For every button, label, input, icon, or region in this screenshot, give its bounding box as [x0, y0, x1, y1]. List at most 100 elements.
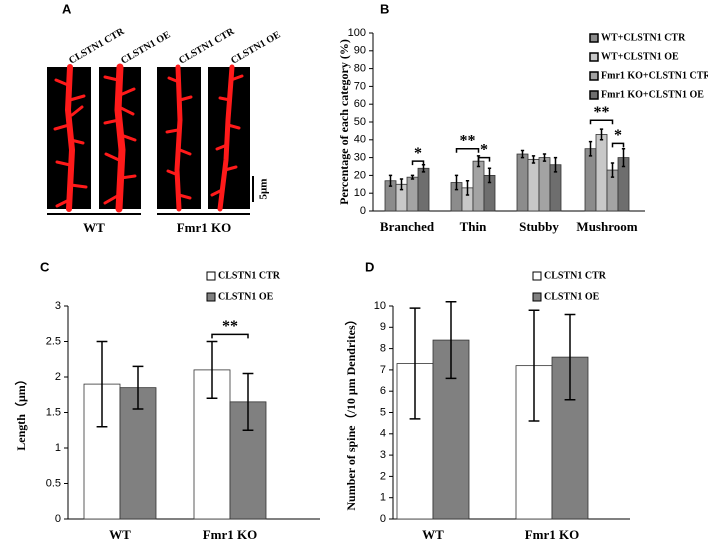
panel-label: B — [380, 1, 389, 16]
y-tick-label: 2.5 — [46, 335, 61, 347]
x-tick-label: Branched — [380, 219, 435, 234]
y-tick-label: 9 — [380, 321, 386, 333]
legend-swatch — [589, 52, 599, 62]
bar — [584, 148, 597, 212]
error-bar — [588, 140, 593, 157]
y-tick-label: 70 — [354, 80, 366, 92]
x-tick-label: Thin — [460, 219, 488, 234]
error-bar — [445, 300, 457, 380]
y-tick-label: 8 — [380, 343, 386, 355]
legend-label: Fmr1 KO+CLSTN1 OE — [601, 89, 704, 100]
panel-a: A CLSTN1 CTR CLSTN1 OE CLSTN1 CTR CLSTN1… — [47, 1, 283, 235]
group-label: Fmr1 KO — [177, 220, 232, 235]
significance-label: * — [480, 141, 488, 158]
error-bar — [542, 153, 547, 162]
x-tick-label: Mushroom — [576, 219, 637, 234]
legend-label: CLSTN1 OE — [544, 291, 600, 302]
y-tick-label: 90 — [354, 45, 366, 57]
x-tick-label: WT — [422, 527, 444, 541]
error-bar — [610, 162, 615, 178]
y-tick-label: 4 — [380, 428, 386, 440]
y-tick-label: 80 — [354, 63, 366, 75]
legend-swatch — [532, 271, 542, 281]
significance-label: * — [614, 127, 622, 144]
significance-bracket — [611, 142, 625, 148]
significance-bracket — [477, 156, 491, 162]
error-bar — [564, 313, 576, 401]
bar — [595, 134, 608, 212]
column-label: CLSTN1 OE — [229, 29, 283, 66]
error-bar — [454, 174, 459, 191]
bar — [538, 157, 551, 212]
error-bar — [487, 167, 492, 184]
y-tick-label: 3 — [380, 449, 386, 461]
panel-label: A — [62, 1, 72, 16]
error-bar — [409, 307, 421, 420]
legend-swatch — [532, 292, 542, 302]
panel-label: C — [40, 259, 50, 274]
significance-label: ** — [222, 318, 238, 335]
y-tick-label: 6 — [380, 385, 386, 397]
legend-label: WT+CLSTN1 CTR — [601, 32, 686, 43]
y-tick-label: 30 — [354, 152, 366, 164]
panel-label: D — [365, 259, 374, 274]
bar — [516, 153, 529, 212]
y-axis-title: Length（μm） — [13, 373, 28, 450]
error-bar — [531, 155, 536, 164]
significance-label: * — [414, 145, 422, 162]
y-tick-label: 20 — [354, 169, 366, 181]
significance-bracket — [211, 333, 249, 339]
bar — [472, 160, 485, 212]
y-tick-label: 10 — [354, 187, 366, 199]
dendrites — [53, 63, 244, 213]
y-tick-label: 1 — [55, 442, 61, 454]
y-axis-title: Number of spine（/10 μm Dendrites） — [343, 313, 358, 510]
significance-bracket — [411, 160, 425, 166]
x-tick-label: Fmr1 KO — [203, 527, 258, 541]
y-tick-label: 1.5 — [46, 406, 61, 418]
legend-swatch — [589, 33, 599, 43]
y-tick-label: 7 — [380, 364, 386, 376]
y-tick-label: 5 — [380, 406, 386, 418]
error-bar — [520, 149, 525, 159]
y-tick-label: 3 — [55, 300, 61, 312]
bar — [527, 158, 540, 212]
legend-swatch — [589, 90, 599, 100]
error-bar — [388, 174, 393, 187]
legend-label: CLSTN1 CTR — [218, 270, 281, 281]
error-bar — [465, 179, 470, 196]
legend-label: CLSTN1 OE — [218, 291, 274, 302]
y-tick-label: 0 — [360, 205, 366, 217]
y-tick-label: 0.5 — [46, 477, 61, 489]
error-bar — [621, 147, 626, 168]
y-tick-label: 10 — [374, 300, 386, 312]
error-bar — [399, 178, 404, 191]
column-label: CLSTN1 CTR — [177, 26, 237, 67]
y-tick-label: 60 — [354, 98, 366, 110]
y-tick-label: 2 — [55, 371, 61, 383]
error-bar — [206, 340, 218, 400]
bar — [406, 176, 419, 212]
column-label: CLSTN1 CTR — [67, 26, 127, 67]
legend-swatch — [206, 271, 216, 281]
legend-label: CLSTN1 CTR — [544, 270, 607, 281]
legend-label: Fmr1 KO+CLSTN1 CTR — [601, 70, 708, 81]
error-bar — [242, 372, 254, 431]
bar — [396, 363, 434, 520]
bar — [417, 167, 430, 212]
legend-swatch — [589, 71, 599, 81]
significance-bracket — [589, 119, 614, 125]
y-tick-label: 0 — [380, 513, 386, 525]
y-tick-label: 40 — [354, 134, 366, 146]
error-bar — [553, 156, 558, 173]
x-tick-label: Fmr1 KO — [525, 527, 580, 541]
x-tick-label: Stubby — [519, 219, 559, 234]
legend-swatch — [206, 292, 216, 302]
error-bar — [96, 340, 108, 428]
x-tick-label: WT — [109, 527, 131, 541]
y-tick-label: 2 — [380, 470, 386, 482]
scale-label: 5μm — [258, 179, 270, 200]
column-label: CLSTN1 OE — [119, 29, 173, 66]
error-bar — [410, 174, 415, 180]
